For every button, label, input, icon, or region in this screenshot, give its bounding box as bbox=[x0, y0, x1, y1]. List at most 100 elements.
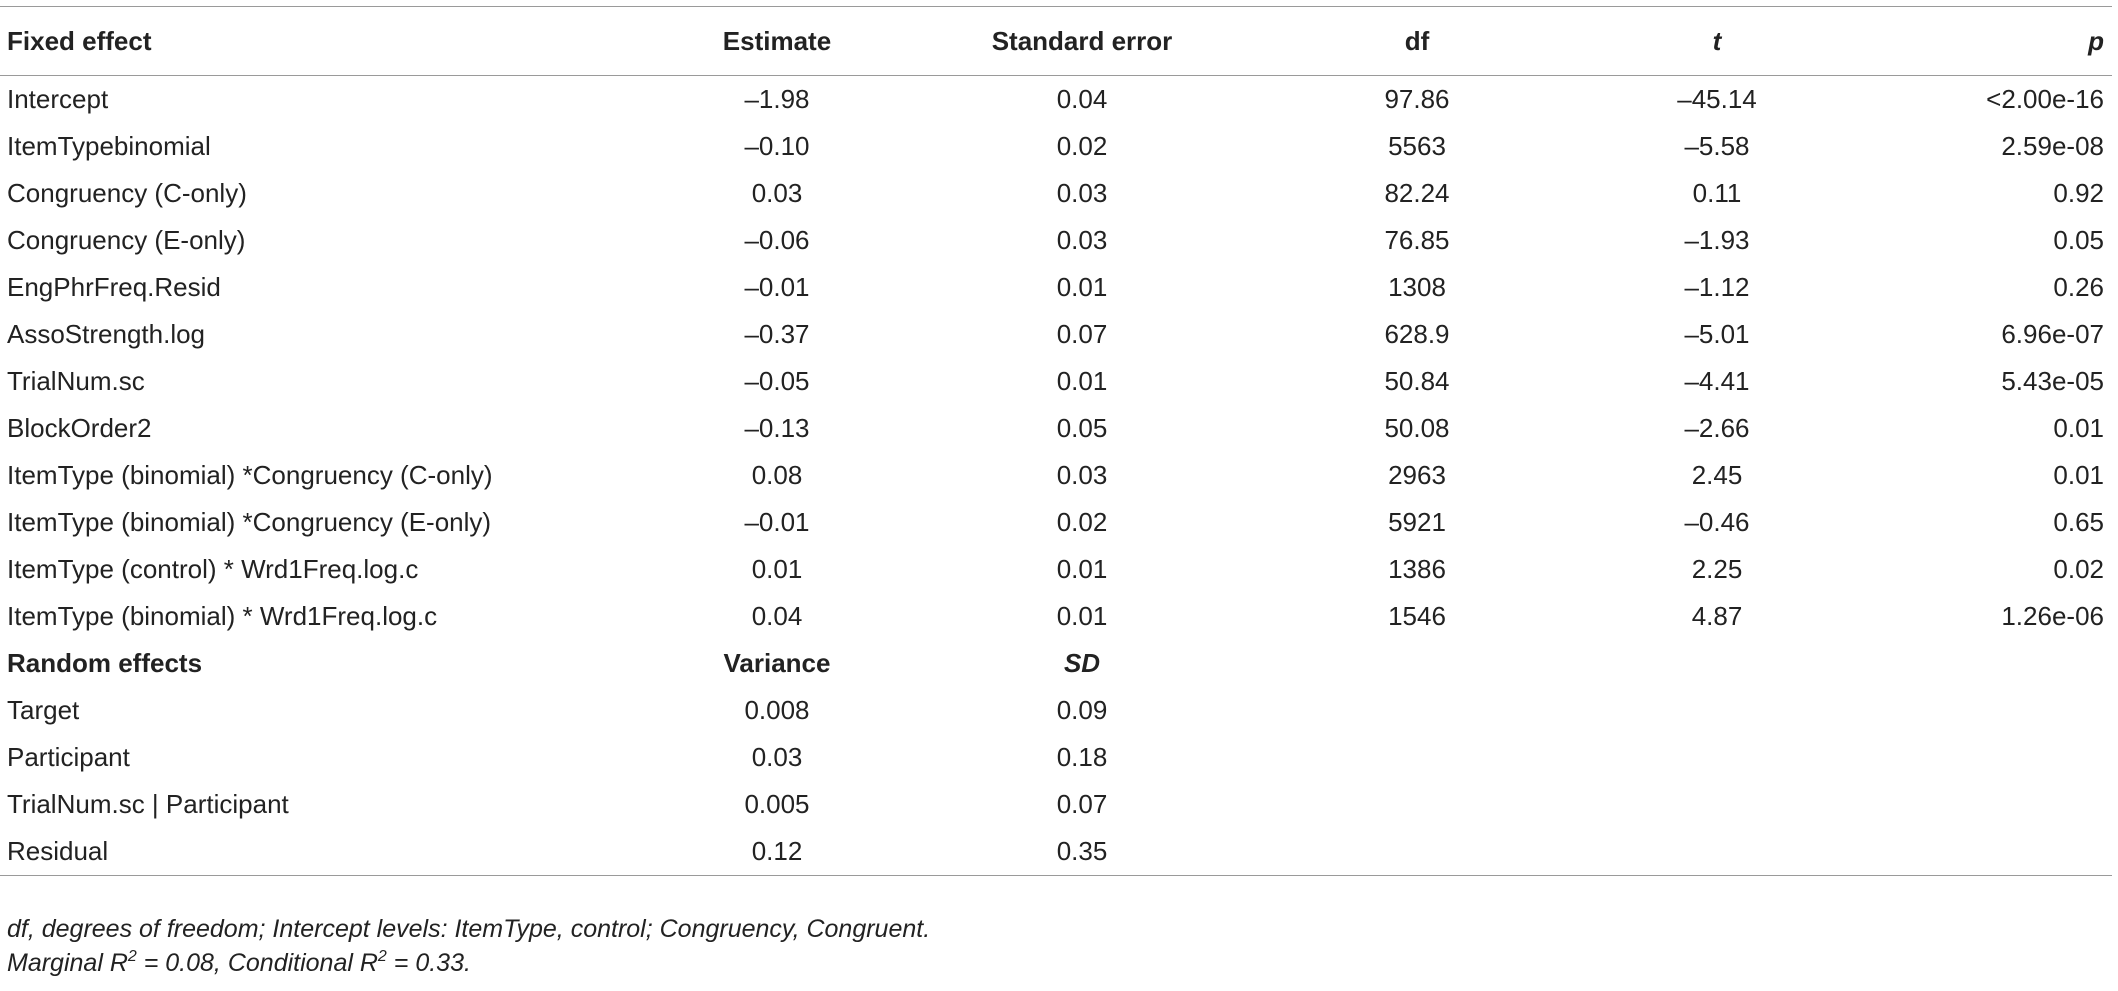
cell-df: 1386 bbox=[1388, 554, 1446, 584]
cell-df: 2963 bbox=[1388, 460, 1446, 490]
table-row: Residual 0.12 0.35 bbox=[0, 828, 2112, 876]
cell-estimate: –0.13 bbox=[744, 413, 810, 443]
cell-standard-error: 0.02 bbox=[1056, 131, 1108, 161]
cell-df: 1308 bbox=[1388, 272, 1446, 302]
cell-t: –5.01 bbox=[1684, 319, 1750, 349]
conditional-r-superscript: 2 bbox=[377, 948, 387, 965]
footnote-line-2: Marginal R2 = 0.08, Conditional R2 = 0.3… bbox=[7, 946, 930, 980]
cell-standard-error: 0.01 bbox=[1056, 601, 1108, 631]
cell-estimate: 0.08 bbox=[751, 460, 803, 490]
cell-effect: Intercept bbox=[7, 84, 109, 114]
cell-effect: EngPhrFreq.Resid bbox=[7, 272, 221, 302]
table-row: Target 0.008 0.09 bbox=[0, 687, 2112, 734]
header-random-effects: Random effects bbox=[7, 648, 203, 678]
cell-t: 2.45 bbox=[1691, 460, 1743, 490]
header-p: p bbox=[2088, 26, 2104, 56]
cell-effect: ItemType (binomial) *Congruency (E-only) bbox=[7, 507, 492, 537]
table-row: Participant 0.03 0.18 bbox=[0, 734, 2112, 781]
cell-estimate: –0.37 bbox=[744, 319, 810, 349]
table-row: ItemTypebinomial –0.10 0.02 5563 –5.58 2.59e-… bbox=[0, 123, 2112, 170]
cell-t: 2.25 bbox=[1691, 554, 1743, 584]
cell-df: 76.85 bbox=[1384, 225, 1450, 255]
conditional-r-label: Conditional R bbox=[227, 949, 378, 977]
cell-p: 0.02 bbox=[2053, 554, 2104, 584]
cell-standard-error: 0.05 bbox=[1056, 413, 1108, 443]
cell-df: 82.24 bbox=[1384, 178, 1450, 208]
header-t: t bbox=[1712, 26, 1722, 56]
cell-estimate: –0.10 bbox=[744, 131, 810, 161]
cell-standard-error: 0.02 bbox=[1056, 507, 1108, 537]
cell-t: –1.93 bbox=[1684, 225, 1750, 255]
cell-sd: 0.07 bbox=[1056, 789, 1108, 819]
cell-sd: 0.18 bbox=[1056, 742, 1108, 772]
header-variance: Variance bbox=[723, 648, 831, 678]
conditional-r-value: = 0.33. bbox=[386, 949, 471, 977]
cell-t: –4.41 bbox=[1684, 366, 1750, 396]
table-row: TrialNum.sc | Participant 0.005 0.07 bbox=[0, 781, 2112, 828]
table-row: ItemType (binomial) *Congruency (E-only)… bbox=[0, 499, 2112, 546]
cell-estimate: –0.01 bbox=[744, 272, 810, 302]
cell-standard-error: 0.03 bbox=[1056, 460, 1108, 490]
table-row: TrialNum.sc –0.05 0.01 50.84 –4.41 5.43e-05 bbox=[0, 358, 2112, 405]
cell-estimate: 0.04 bbox=[751, 601, 803, 631]
header-fixed-effect: Fixed effect bbox=[7, 26, 152, 56]
cell-t: –45.14 bbox=[1677, 84, 1757, 114]
model-results-table: Fixed effect Estimate Standard error df … bbox=[0, 6, 2112, 876]
cell-effect: Congruency (C-only) bbox=[7, 178, 247, 208]
cell-df: 50.08 bbox=[1384, 413, 1450, 443]
cell-random-effect: Participant bbox=[7, 742, 130, 772]
cell-standard-error: 0.03 bbox=[1056, 178, 1108, 208]
cell-estimate: 0.01 bbox=[751, 554, 803, 584]
table-row: BlockOrder2 –0.13 0.05 50.08 –2.66 0.01 bbox=[0, 405, 2112, 452]
cell-effect: ItemType (binomial) *Congruency (C-only) bbox=[7, 460, 493, 490]
cell-standard-error: 0.07 bbox=[1056, 319, 1108, 349]
cell-p: 0.01 bbox=[2053, 413, 2104, 443]
random-effects-section: Random effects Variance SD Target 0.008 0.… bbox=[0, 640, 2112, 876]
cell-variance: 0.008 bbox=[744, 695, 810, 725]
cell-p: 1.26e-06 bbox=[2001, 601, 2104, 631]
fixed-effects-header-row: Fixed effect Estimate Standard error df … bbox=[0, 6, 2112, 76]
cell-standard-error: 0.03 bbox=[1056, 225, 1108, 255]
cell-df: 97.86 bbox=[1384, 84, 1450, 114]
random-effects-header-row: Random effects Variance SD bbox=[0, 640, 2112, 687]
cell-standard-error: 0.01 bbox=[1056, 554, 1108, 584]
cell-t: –0.46 bbox=[1684, 507, 1750, 537]
table-row: ItemType (binomial) * Wrd1Freq.log.c 0.04… bbox=[0, 593, 2112, 640]
cell-t: 0.11 bbox=[1692, 178, 1742, 208]
marginal-r-superscript: 2 bbox=[127, 948, 137, 965]
cell-variance: 0.12 bbox=[751, 836, 803, 866]
cell-t: 4.87 bbox=[1691, 601, 1743, 631]
cell-variance: 0.005 bbox=[744, 789, 810, 819]
cell-p: 0.26 bbox=[2053, 272, 2104, 302]
cell-sd: 0.09 bbox=[1056, 695, 1108, 725]
cell-df: 50.84 bbox=[1384, 366, 1450, 396]
table-row: Intercept –1.98 0.04 97.86 –45.14 <2.00e-16 bbox=[0, 76, 2112, 124]
cell-estimate: –0.06 bbox=[744, 225, 810, 255]
cell-t: –5.58 bbox=[1684, 131, 1750, 161]
cell-effect: ItemTypebinomial bbox=[7, 131, 211, 161]
cell-estimate: –0.05 bbox=[744, 366, 810, 396]
cell-variance: 0.03 bbox=[751, 742, 803, 772]
table-row: Congruency (C-only) 0.03 0.03 82.24 0.11 0.92 bbox=[0, 170, 2112, 217]
table-row: Congruency (E-only) –0.06 0.03 76.85 –1.93 0.… bbox=[0, 217, 2112, 264]
cell-p: 0.92 bbox=[2053, 178, 2104, 208]
cell-p: 0.01 bbox=[2053, 460, 2104, 490]
cell-t: –1.12 bbox=[1684, 272, 1750, 302]
cell-estimate: –0.01 bbox=[744, 507, 810, 537]
cell-standard-error: 0.04 bbox=[1056, 84, 1108, 114]
table-row: ItemType (control) * Wrd1Freq.log.c 0.01 0… bbox=[0, 546, 2112, 593]
cell-standard-error: 0.01 bbox=[1056, 272, 1108, 302]
cell-estimate: 0.03 bbox=[751, 178, 803, 208]
cell-random-effect: Residual bbox=[7, 836, 109, 866]
cell-effect: ItemType (binomial) * Wrd1Freq.log.c bbox=[7, 601, 438, 631]
cell-p: <2.00e-16 bbox=[1986, 84, 2104, 114]
table-row: AssoStrength.log –0.37 0.07 628.9 –5.01 6.96e… bbox=[0, 311, 2112, 358]
cell-p: 5.43e-05 bbox=[2001, 366, 2104, 396]
header-sd: SD bbox=[1063, 648, 1101, 678]
cell-effect: Congruency (E-only) bbox=[7, 225, 246, 255]
cell-df: 1546 bbox=[1388, 601, 1446, 631]
cell-p: 2.59e-08 bbox=[2001, 131, 2104, 161]
header-standard-error: Standard error bbox=[991, 26, 1173, 56]
table-row: EngPhrFreq.Resid –0.01 0.01 1308 –1.12 0.26 bbox=[0, 264, 2112, 311]
cell-p: 6.96e-07 bbox=[2001, 319, 2104, 349]
